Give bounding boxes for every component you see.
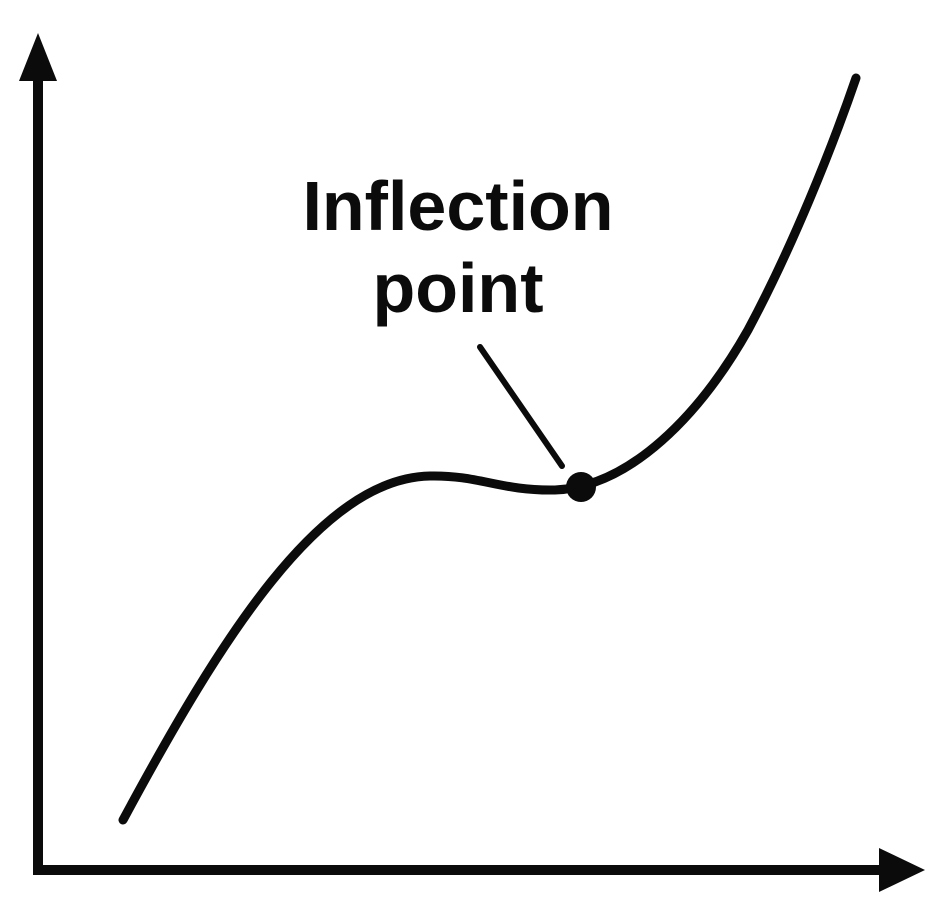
y-axis-arrowhead bbox=[19, 33, 57, 81]
x-axis-arrowhead bbox=[879, 848, 925, 892]
inflection-point-marker bbox=[566, 472, 596, 502]
function-curve bbox=[118, 73, 861, 825]
annotation-label-line2: point bbox=[372, 249, 543, 327]
annotation-leader-line bbox=[477, 344, 565, 469]
annotation-label-line1: Inflection bbox=[302, 167, 613, 245]
annotation-label: Inflection point bbox=[302, 167, 613, 327]
axes bbox=[19, 33, 925, 892]
